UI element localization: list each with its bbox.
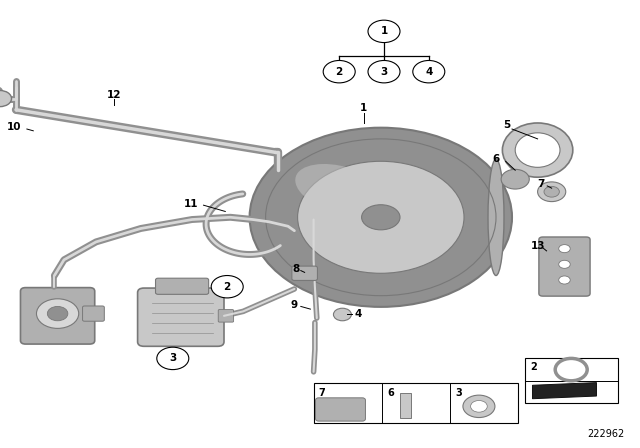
FancyBboxPatch shape	[539, 237, 590, 296]
FancyBboxPatch shape	[218, 310, 234, 322]
Circle shape	[368, 60, 400, 83]
Text: 3: 3	[380, 67, 388, 77]
Circle shape	[470, 401, 487, 412]
Circle shape	[544, 186, 559, 197]
Bar	[314, 383, 518, 423]
Circle shape	[501, 169, 529, 189]
FancyBboxPatch shape	[156, 278, 209, 294]
Text: 3: 3	[169, 353, 177, 363]
FancyBboxPatch shape	[138, 288, 224, 346]
Circle shape	[463, 395, 495, 418]
Bar	[525, 358, 618, 403]
Polygon shape	[532, 383, 596, 399]
Text: 10: 10	[7, 122, 21, 132]
Text: 9: 9	[291, 300, 298, 310]
FancyBboxPatch shape	[83, 306, 104, 321]
Circle shape	[47, 306, 68, 321]
Ellipse shape	[298, 161, 464, 273]
Text: 1: 1	[360, 103, 367, 113]
Text: 6: 6	[492, 154, 500, 164]
FancyBboxPatch shape	[292, 266, 317, 280]
Circle shape	[368, 20, 400, 43]
FancyBboxPatch shape	[316, 398, 365, 421]
Circle shape	[36, 299, 79, 328]
Text: 7: 7	[319, 388, 326, 397]
Text: 2: 2	[223, 282, 231, 292]
Circle shape	[559, 276, 570, 284]
Ellipse shape	[515, 133, 560, 167]
Circle shape	[323, 60, 355, 83]
Circle shape	[538, 182, 566, 202]
Circle shape	[413, 60, 445, 83]
Text: 5: 5	[503, 121, 511, 130]
Text: 2: 2	[530, 362, 537, 372]
Bar	[400, 393, 412, 418]
Text: 2: 2	[335, 67, 343, 77]
Ellipse shape	[362, 205, 400, 230]
FancyBboxPatch shape	[20, 288, 95, 344]
Circle shape	[559, 260, 570, 268]
Circle shape	[333, 308, 351, 321]
Text: 7: 7	[537, 179, 545, 189]
Text: 13: 13	[531, 241, 545, 250]
Circle shape	[559, 245, 570, 253]
Ellipse shape	[488, 159, 504, 276]
Circle shape	[211, 276, 243, 298]
Text: 6: 6	[387, 388, 394, 397]
Ellipse shape	[295, 164, 390, 217]
Ellipse shape	[250, 128, 512, 307]
Text: 3: 3	[455, 388, 462, 397]
Ellipse shape	[502, 123, 573, 177]
Text: 12: 12	[107, 90, 121, 100]
Circle shape	[157, 347, 189, 370]
Text: 8: 8	[292, 264, 300, 274]
Text: 4: 4	[355, 309, 362, 319]
Text: 4: 4	[425, 67, 433, 77]
Text: 222962: 222962	[587, 429, 624, 439]
Text: 1: 1	[380, 26, 388, 36]
Text: 11: 11	[184, 199, 198, 209]
Circle shape	[0, 90, 12, 107]
